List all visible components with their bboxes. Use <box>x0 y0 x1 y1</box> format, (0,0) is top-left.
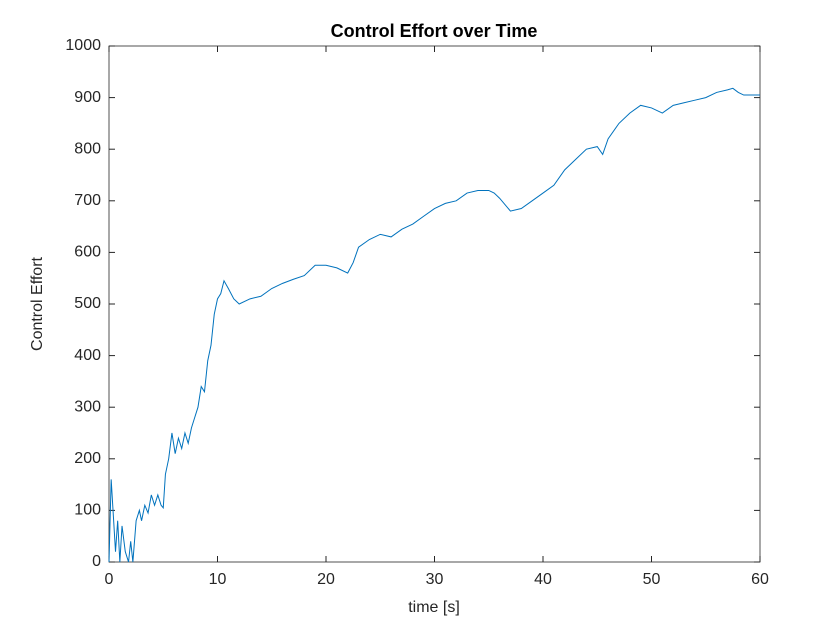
y-tick-label: 800 <box>74 140 101 157</box>
y-tick-label: 400 <box>74 347 101 364</box>
y-tick-label: 1000 <box>65 37 101 54</box>
y-tick-label: 500 <box>74 295 101 312</box>
x-axis-label: time [s] <box>408 599 460 616</box>
y-tick-label: 600 <box>74 244 101 261</box>
plot-area <box>108 45 761 563</box>
y-axis-label: Control Effort <box>29 256 46 351</box>
x-tick-label: 30 <box>426 571 444 588</box>
chart-title: Control Effort over Time <box>331 21 538 41</box>
y-tick-label: 200 <box>74 450 101 467</box>
y-tick-label: 300 <box>74 398 101 415</box>
x-tick-label: 10 <box>209 571 227 588</box>
x-tick-label: 60 <box>751 571 769 588</box>
y-tick-label: 700 <box>74 192 101 209</box>
x-tick-label: 50 <box>643 571 661 588</box>
data-line <box>108 87 760 563</box>
x-tick-label: 20 <box>317 571 335 588</box>
y-tick-label: 0 <box>92 553 101 570</box>
x-tick-label: 0 <box>105 571 114 588</box>
x-tick-label: 40 <box>534 571 552 588</box>
y-tick-label: 900 <box>74 89 101 106</box>
y-tick-label: 100 <box>74 502 101 519</box>
